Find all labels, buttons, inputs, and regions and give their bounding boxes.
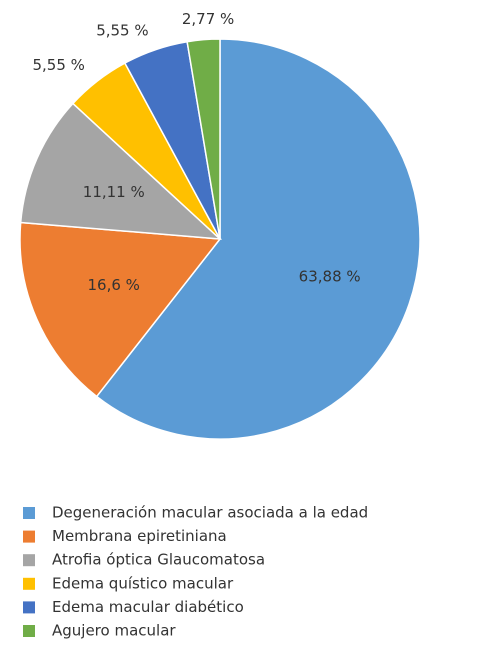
pie-slice xyxy=(19,221,222,398)
pie-slice xyxy=(95,38,421,440)
legend-swatch xyxy=(23,507,35,519)
legend-label: Degeneración macular asociada a la edad xyxy=(52,504,368,522)
legend-label: Edema quístico macular xyxy=(52,574,234,592)
data-label: 11,11 % xyxy=(83,183,145,201)
legend-swatch xyxy=(23,577,35,590)
legend-swatch xyxy=(23,625,35,637)
legend-label: Edema macular diabético xyxy=(52,598,244,616)
data-label: 5,55 % xyxy=(96,21,148,39)
data-label: 63,88 % xyxy=(299,267,361,285)
legend-label: Agujero macular xyxy=(52,622,176,640)
legend-swatch xyxy=(23,601,35,614)
data-label: 16,6 % xyxy=(87,276,139,294)
pie-slice xyxy=(19,102,223,240)
legend-swatch xyxy=(23,530,35,543)
pie-slice xyxy=(186,38,221,240)
legend-swatch xyxy=(23,554,35,567)
data-label: 5,55 % xyxy=(33,56,85,74)
legend-label: Membrana epiretiniana xyxy=(52,527,227,545)
legend-label: Atrofia óptica Glaucomatosa xyxy=(52,551,265,569)
data-label: 2,77 % xyxy=(182,10,234,28)
